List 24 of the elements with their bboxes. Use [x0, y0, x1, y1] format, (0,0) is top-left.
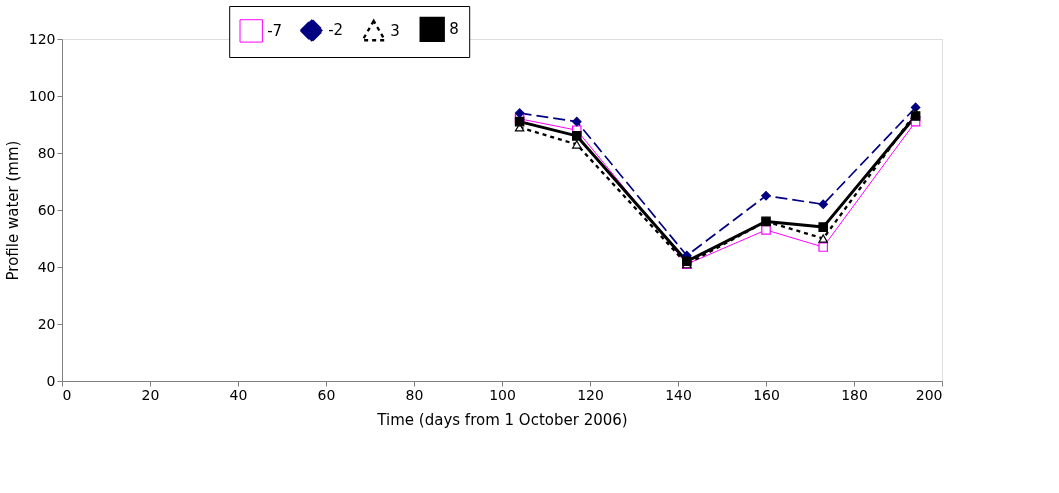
x-tick-label: 0 [62, 386, 72, 403]
x-tick-label: 80 [405, 386, 424, 403]
x-axis-title: Time (days from 1 October 2006) [376, 410, 628, 429]
y-tick-label: 20 [37, 315, 56, 332]
y-tick-label: 40 [37, 258, 56, 275]
y-tick-label: 60 [37, 201, 56, 218]
x-tick-label: 60 [317, 386, 336, 403]
y-tick-label: 100 [28, 87, 56, 104]
legend-label: 8 [449, 20, 459, 39]
x-tick-label: 100 [489, 386, 516, 403]
x-tick-label: 120 [577, 386, 604, 403]
x-tick-label: 160 [753, 386, 780, 403]
legend-label: 3 [390, 21, 400, 40]
x-tick-label: 20 [141, 386, 160, 403]
y-tick-label: 0 [46, 372, 56, 389]
x-tick-label: 140 [665, 386, 692, 403]
x-tick-label: 180 [841, 386, 868, 403]
legend-label: -2 [328, 21, 344, 40]
y-tick-label: 120 [28, 30, 56, 47]
x-tick-label: 200 [915, 386, 943, 403]
x-tick-label: 40 [229, 386, 248, 403]
y-tick-label: 80 [37, 144, 56, 161]
y-axis-title: Profile water (mm) [3, 140, 22, 281]
legend-label: -7 [267, 21, 283, 40]
